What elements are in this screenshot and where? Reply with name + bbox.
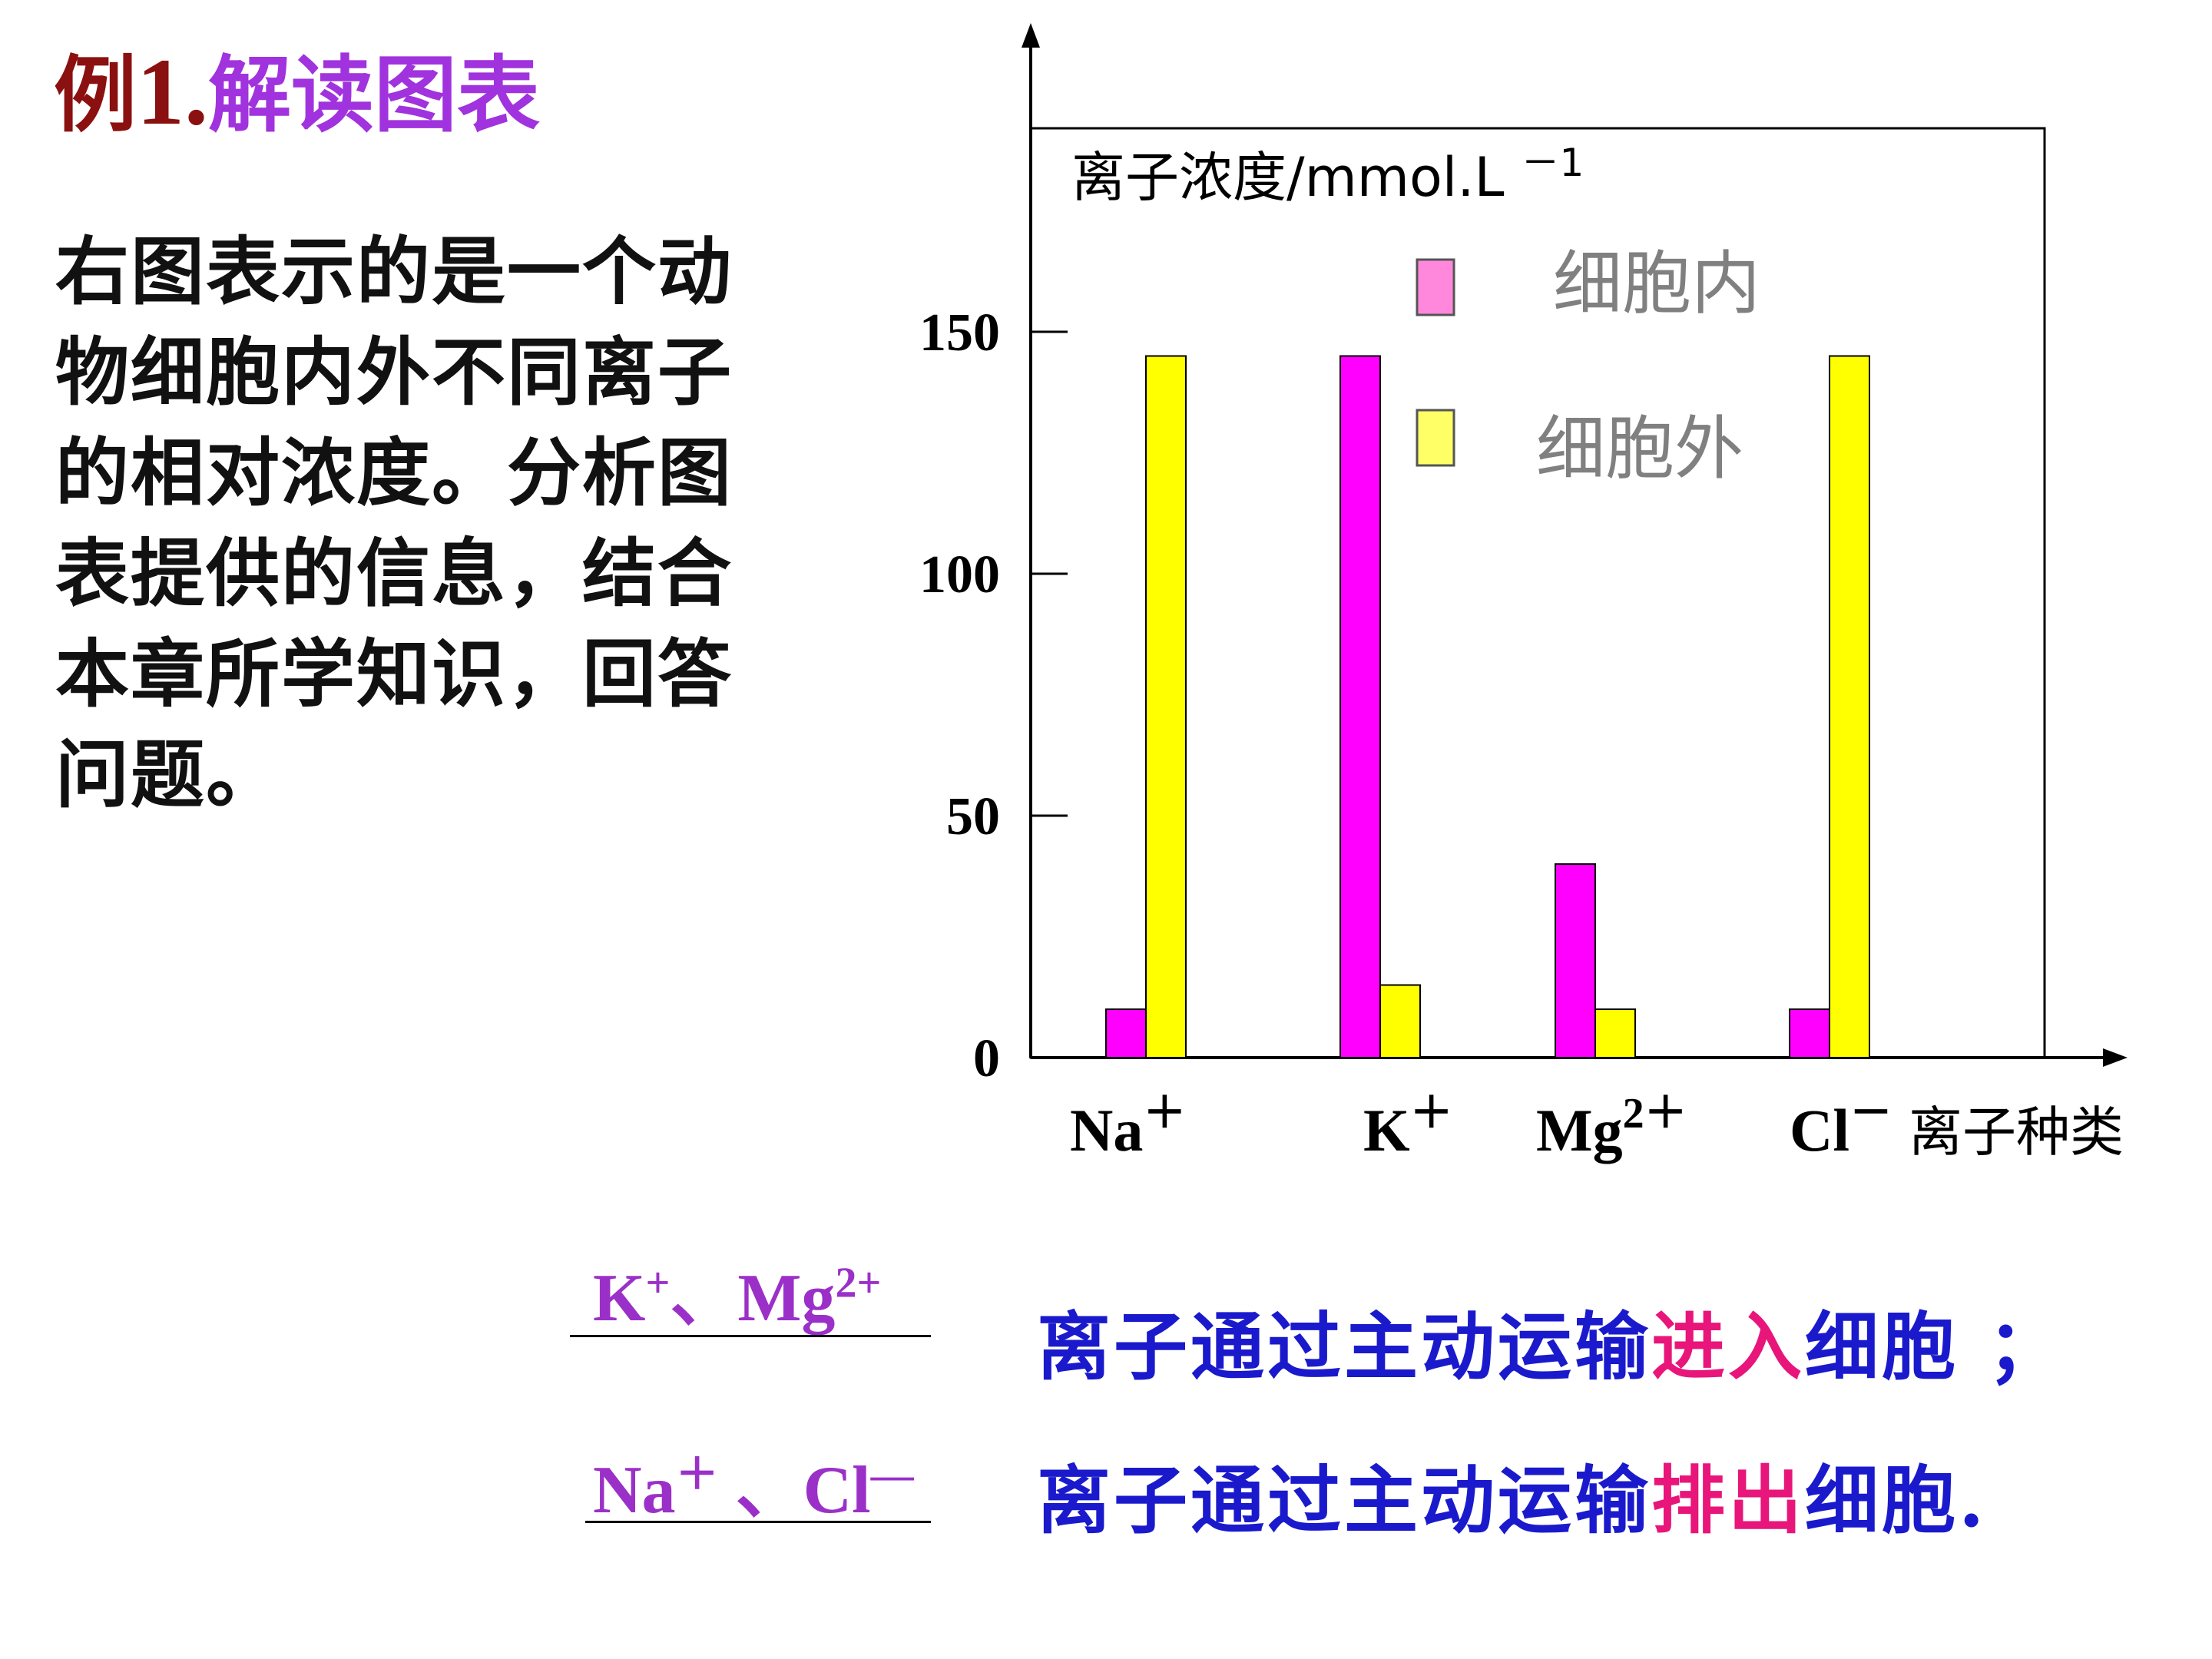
description-line: 问题。 — [55, 731, 281, 818]
y-axis-label: 离子浓度/mmol.L －1 — [1071, 141, 1584, 209]
bar-inside-0 — [1105, 1008, 1147, 1058]
description-line: 右图表示的是一个动 — [55, 228, 733, 315]
answer-underline-2 — [585, 1521, 931, 1523]
conclusion-line-1: 离子通过主动运输进入细胞 ； — [1037, 1303, 2065, 1390]
bar-outside-0 — [1145, 355, 1187, 1058]
legend-swatch-inside — [1416, 258, 1455, 316]
answer-blank-2: Na＋ 、Cl— — [593, 1451, 914, 1528]
category-label-k: K＋ — [1363, 1090, 1453, 1164]
x-axis-label: 离子种类 — [1909, 1101, 2124, 1164]
problem-description: 右图表示的是一个动 物细胞内外不同离子 的相对浓度。分析图 表提供的信息，结合 … — [55, 221, 854, 825]
category-label-mg: Mg2＋ — [1536, 1090, 1687, 1164]
description-line: 表提供的信息，结合 — [55, 530, 733, 617]
title-prefix: 例 — [54, 47, 137, 144]
conclusion-line-2: 离子通过主动运输排出细胞. — [1037, 1457, 1988, 1544]
description-line: 物细胞内外不同离子 — [55, 329, 733, 416]
bar-outside-2 — [1594, 1008, 1636, 1058]
legend-swatch-outside — [1416, 409, 1455, 467]
bars — [1105, 355, 1870, 1058]
description-line: 本章所学知识，回答 — [55, 631, 733, 717]
bar-inside-3 — [1789, 1008, 1830, 1058]
answer-blank-1: K+、Mg2+ — [593, 1259, 882, 1336]
y-ticks: 0 50 100 150 — [919, 303, 1068, 1088]
legend-label-inside: 细胞内 — [1553, 243, 1760, 324]
y-tick-label: 100 — [919, 545, 1000, 604]
page-title: 例1.解读图表 — [54, 45, 540, 140]
category-label-na: Na＋ — [1070, 1090, 1186, 1164]
y-tick-label: 50 — [946, 787, 1000, 846]
answer-underline-1 — [570, 1335, 931, 1337]
y-tick-label: 150 — [919, 303, 1000, 363]
title-text: 解读图表 — [208, 47, 541, 144]
legend-label-outside: 细胞外 — [1536, 409, 1743, 489]
title-number: 1. — [137, 39, 209, 144]
description-line: 的相对浓度。分析图 — [55, 429, 733, 516]
bar-inside-1 — [1339, 355, 1381, 1058]
y-tick-label: 0 — [973, 1029, 1000, 1088]
x-axis-arrow-icon — [2103, 1048, 2128, 1067]
bar-outside-3 — [1829, 355, 1870, 1058]
y-axis-arrow-icon — [1022, 23, 1040, 48]
category-label-cl: Cl－ — [1790, 1090, 1892, 1164]
bar-outside-1 — [1379, 984, 1421, 1058]
bar-inside-2 — [1555, 863, 1596, 1058]
